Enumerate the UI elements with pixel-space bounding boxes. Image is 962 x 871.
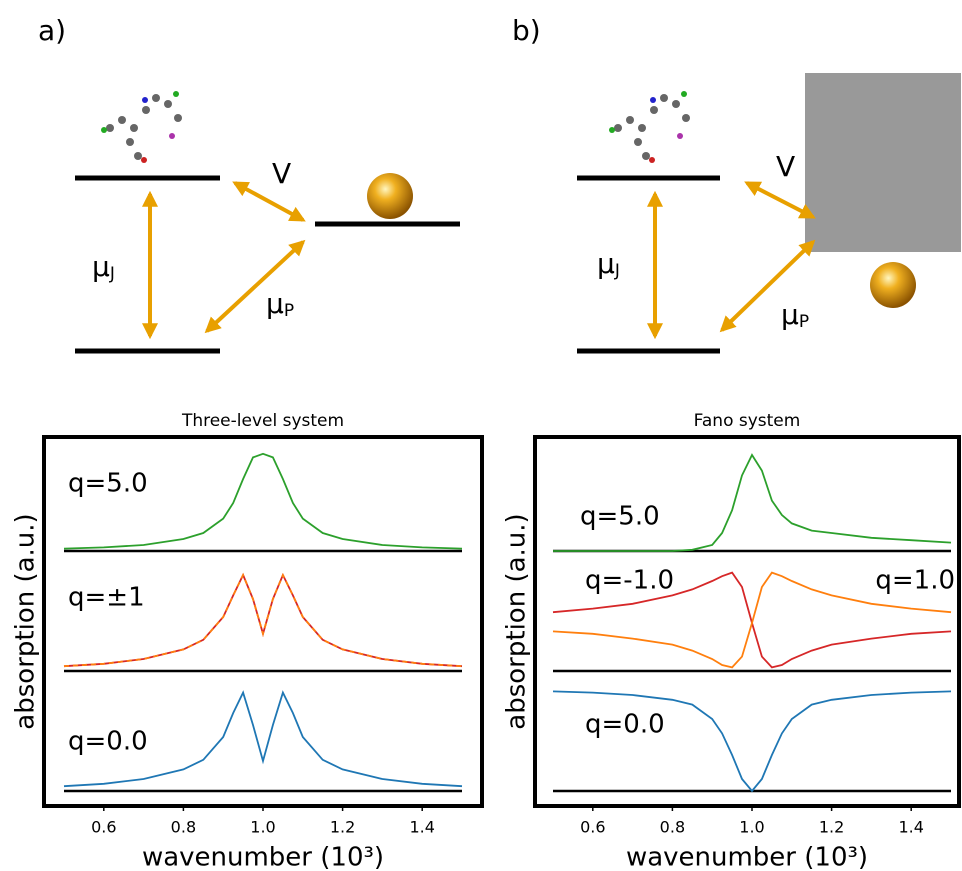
x-tick-label: 1.0 <box>250 818 275 837</box>
nanoparticle <box>870 262 916 308</box>
x-tick-label: 0.8 <box>660 818 685 837</box>
coupling-label: V <box>776 150 795 183</box>
line <box>553 691 951 791</box>
arrow <box>235 183 303 220</box>
x-tick-label: 0.8 <box>171 818 196 837</box>
series-label: q=1.0 <box>875 566 955 596</box>
y-axis-label: absorption (a.u.) <box>11 513 41 729</box>
mu-p-label: μP <box>781 298 809 332</box>
continuum <box>805 73 961 252</box>
chart-title: Fano system <box>694 411 801 431</box>
y-axis-label: absorption (a.u.) <box>502 513 532 729</box>
x-tick-label: 0.6 <box>91 818 116 837</box>
coupling-label: V <box>272 157 291 190</box>
arrow <box>747 183 813 217</box>
nanoparticle <box>367 173 413 219</box>
series-label: q=-1.0 <box>585 566 674 596</box>
x-tick-label: 1.0 <box>739 818 764 837</box>
x-axis-label: wavenumber (10³) <box>142 843 384 871</box>
plot-frame <box>535 437 959 806</box>
chart-title: Three-level system <box>181 411 344 431</box>
diagram-b: b) V μJ μP <box>512 14 961 351</box>
diagram-a: a) V μJ μP <box>38 14 460 351</box>
mu-j-label: μJ <box>92 250 115 284</box>
series-label: q=0.0 <box>585 710 665 740</box>
series-label: q=±1 <box>68 583 145 613</box>
figure: a) V μJ μP b) V μ <box>0 0 962 871</box>
panel-label: b) <box>512 14 541 47</box>
x-tick-label: 1.4 <box>898 818 923 837</box>
page: {"diagrams": [ {"label": "a)", "coupling… <box>0 0 962 871</box>
molecule <box>609 91 690 163</box>
mu-p-label: μP <box>266 287 294 321</box>
x-tick-label: 1.2 <box>819 818 844 837</box>
x-tick-label: 1.4 <box>409 818 434 837</box>
mu-j-label: μJ <box>597 247 620 281</box>
x-axis-label: wavenumber (10³) <box>626 843 868 871</box>
molecule <box>101 91 182 163</box>
series-label: q=5.0 <box>580 502 660 532</box>
series-label: q=0.0 <box>68 727 148 757</box>
series-label: q=5.0 <box>68 469 148 499</box>
x-tick-label: 1.2 <box>330 818 355 837</box>
x-tick-label: 0.6 <box>580 818 605 837</box>
panel-label: a) <box>38 14 66 47</box>
